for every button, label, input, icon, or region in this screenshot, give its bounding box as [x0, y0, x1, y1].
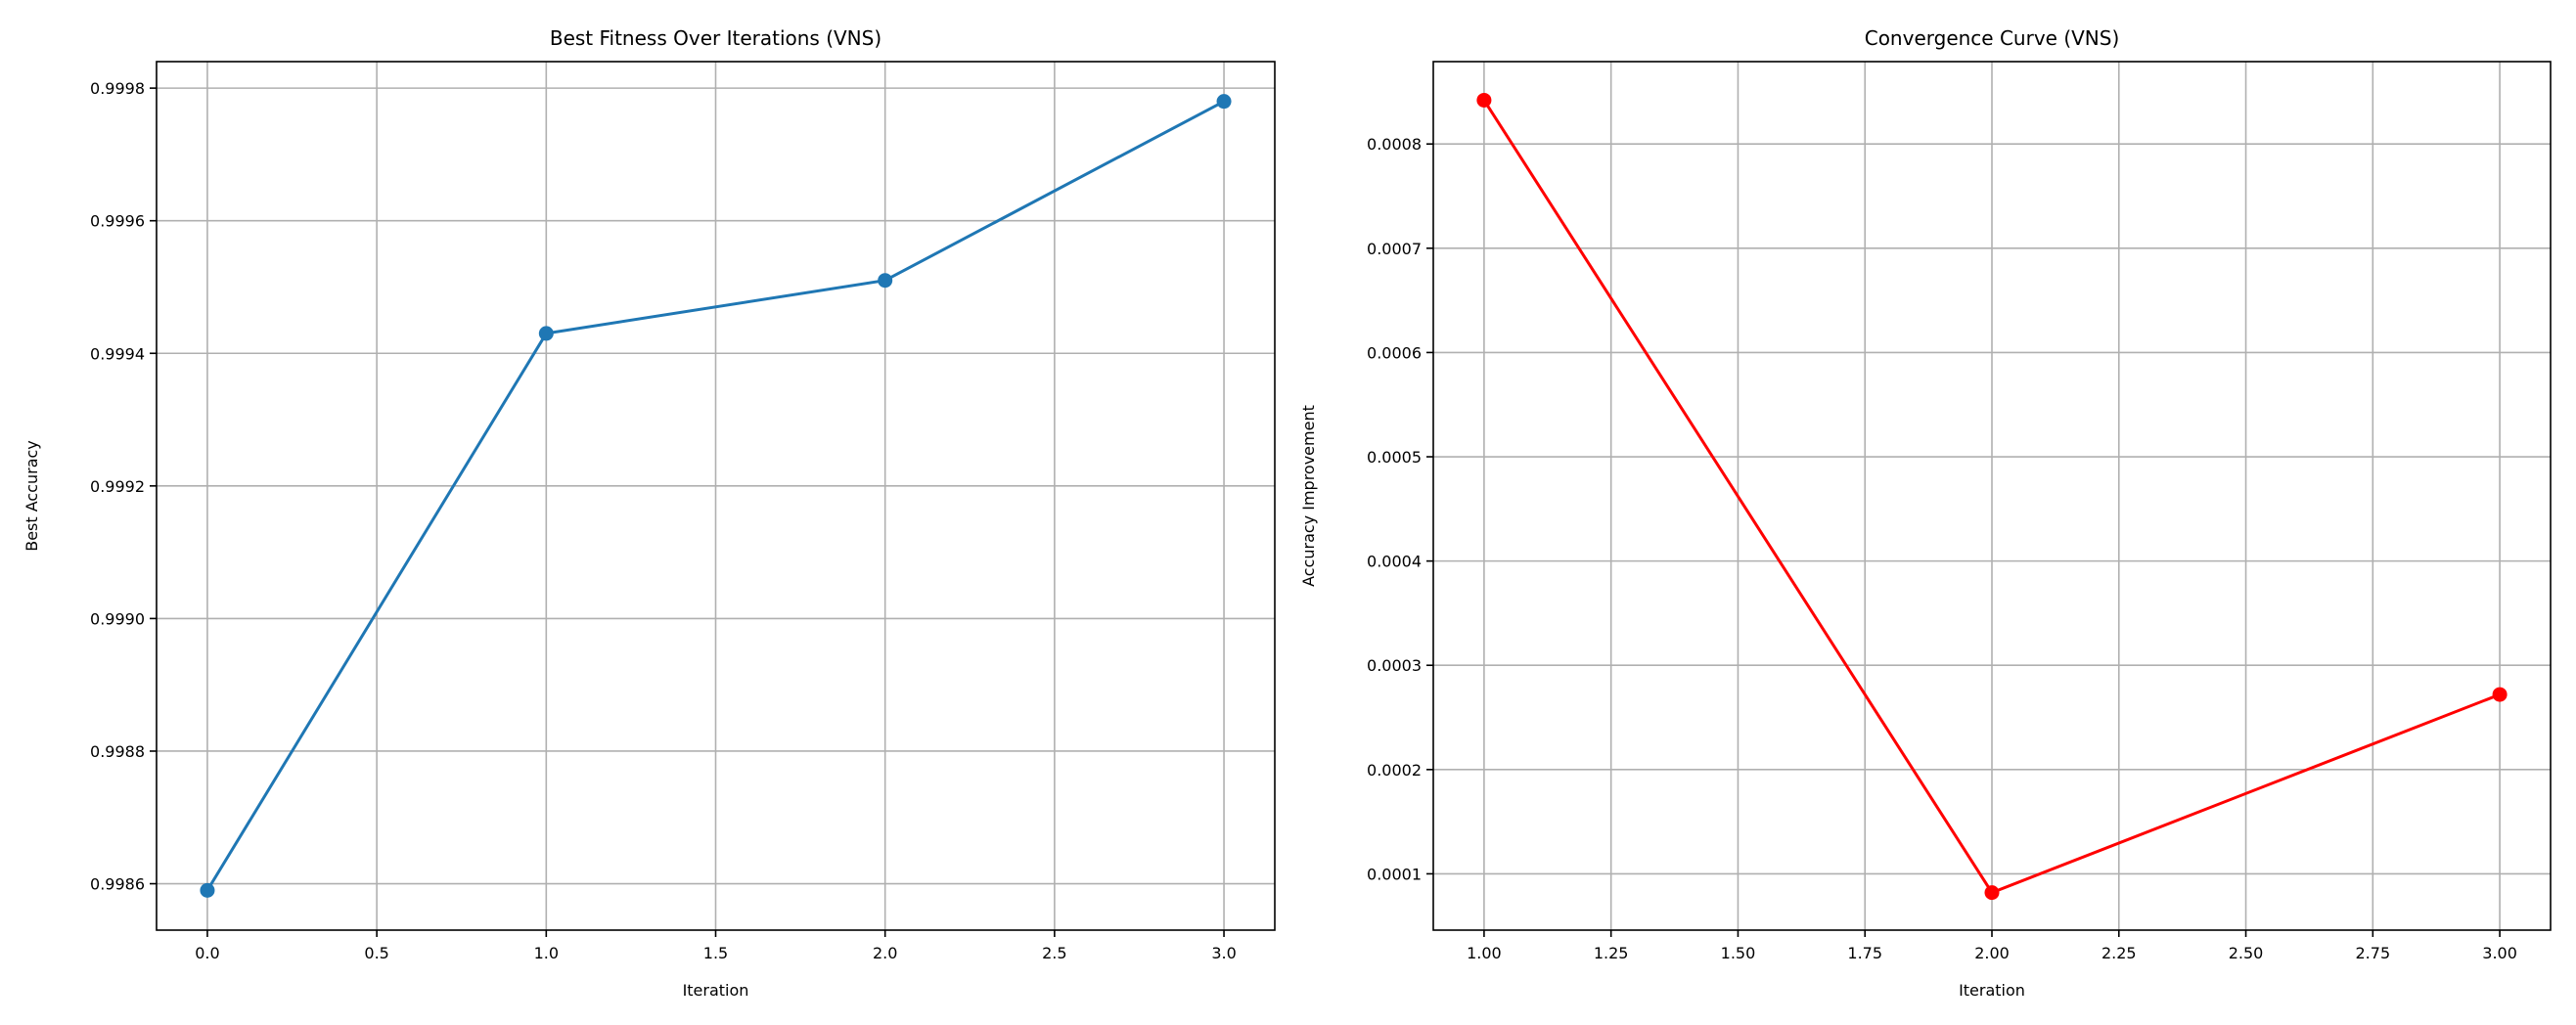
chart-title: Best Fitness Over Iterations (VNS)	[550, 26, 881, 50]
x-axis-label: Iteration	[683, 981, 749, 1000]
axes-frame	[156, 61, 1276, 931]
y-axis-label: Accuracy Improvement	[1299, 405, 1318, 587]
x-tick-label: 1.00	[1467, 944, 1502, 962]
x-tick-label: 1.5	[703, 944, 728, 962]
y-tick-label: 0.9992	[90, 477, 145, 496]
y-tick-label: 0.0004	[1367, 553, 1422, 571]
y-tick-label: 0.0003	[1367, 656, 1422, 675]
y-tick-label: 0.9998	[90, 79, 145, 98]
x-tick-label: 1.50	[1721, 944, 1756, 962]
y-tick-label: 0.0008	[1367, 135, 1422, 154]
x-tick-label: 2.00	[1974, 944, 2010, 962]
y-tick-label: 0.0005	[1367, 448, 1422, 467]
data-point	[1216, 94, 1232, 110]
x-tick-label: 2.50	[2229, 944, 2264, 962]
data-point	[538, 326, 554, 341]
x-axis-label: Iteration	[1959, 981, 2025, 1000]
y-tick-label: 0.9988	[90, 742, 145, 761]
chart-1: 0.0 0.5 1.0 1.5 2.0 2.5 3.0 0.9986 0.9988 0.9990 0…	[23, 26, 1276, 1000]
x-tick-label: 0.5	[364, 944, 388, 962]
y-tick-label: 0.0007	[1367, 240, 1422, 258]
x-tick-label: 1.75	[1847, 944, 1882, 962]
series-line	[205, 100, 1225, 892]
y-tick-label: 0.0002	[1367, 761, 1422, 780]
x-tick-label: 3.0	[1211, 944, 1236, 962]
x-tick-label: 2.25	[2101, 944, 2137, 962]
y-tick-label: 0.0006	[1367, 343, 1422, 362]
y-tick-label: 0.9996	[90, 212, 145, 231]
y-axis-label: Best Accuracy	[23, 440, 41, 552]
data-point	[200, 882, 215, 898]
x-tick-label: 2.5	[1042, 944, 1066, 962]
y-tick-label: 0.9986	[90, 875, 145, 894]
data-point	[878, 273, 893, 289]
chart-2: 1.00 1.25 1.50 1.75 2.00 2.25 2.50 2.75 3.00 0.00…	[1299, 26, 2552, 1000]
axes-frame	[1432, 61, 2552, 931]
y-tick-label: 0.0001	[1367, 865, 1422, 883]
x-tick-label: 2.75	[2356, 944, 2391, 962]
x-tick-label: 3.00	[2482, 944, 2517, 962]
data-point	[1476, 92, 1492, 108]
y-tick-label: 0.9994	[90, 344, 145, 363]
chart-title: Convergence Curve (VNS)	[1865, 26, 2120, 50]
x-tick-label: 2.0	[873, 944, 897, 962]
x-tick-label: 1.0	[534, 944, 559, 962]
x-tick-label: 1.25	[1594, 944, 1629, 962]
data-point	[1984, 885, 2000, 901]
data-point	[2492, 687, 2508, 702]
x-tick-label: 0.0	[195, 944, 219, 962]
y-tick-label: 0.9990	[90, 609, 145, 628]
